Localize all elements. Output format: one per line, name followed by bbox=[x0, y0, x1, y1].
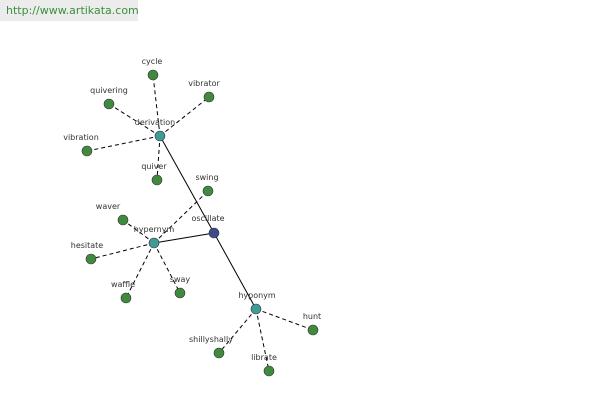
word-node bbox=[213, 347, 225, 359]
relation-edge bbox=[153, 232, 215, 244]
word-node bbox=[307, 324, 319, 336]
root-node bbox=[208, 227, 220, 239]
word-node bbox=[263, 365, 275, 377]
relation-node bbox=[148, 237, 160, 249]
word-edge bbox=[159, 96, 210, 137]
node-label[interactable]: vibration bbox=[63, 133, 99, 142]
node-label[interactable]: quivering bbox=[90, 86, 128, 95]
node-label[interactable]: waffle bbox=[111, 280, 135, 289]
word-edge bbox=[153, 190, 209, 244]
node-label[interactable]: oscillate bbox=[191, 214, 224, 223]
node-label[interactable]: sway bbox=[170, 275, 191, 284]
node-label[interactable]: hesitate bbox=[71, 241, 104, 250]
node-label[interactable]: hunt bbox=[303, 312, 321, 321]
node-label[interactable]: quiver bbox=[141, 162, 167, 171]
node-label[interactable]: cycle bbox=[142, 57, 163, 66]
node-label[interactable]: swing bbox=[195, 173, 218, 182]
node-label[interactable]: derivation bbox=[135, 118, 175, 127]
word-edge bbox=[90, 242, 155, 260]
word-edge bbox=[152, 74, 161, 137]
word-edge bbox=[156, 135, 161, 181]
node-label[interactable]: shillyshally bbox=[189, 335, 233, 344]
word-node bbox=[81, 145, 93, 157]
word-edge bbox=[218, 308, 257, 354]
word-edge bbox=[125, 242, 155, 299]
word-node bbox=[85, 253, 97, 265]
word-edge bbox=[86, 135, 161, 152]
node-label[interactable]: librate bbox=[251, 353, 277, 362]
node-label[interactable]: vibrator bbox=[188, 79, 220, 88]
relation-node bbox=[154, 130, 166, 142]
word-edge bbox=[255, 308, 270, 372]
word-edge bbox=[153, 242, 181, 294]
relation-edge bbox=[159, 135, 215, 234]
word-node bbox=[103, 98, 115, 110]
relation-node bbox=[250, 303, 262, 315]
word-edge bbox=[108, 103, 161, 137]
word-node bbox=[147, 69, 159, 81]
relation-edge bbox=[213, 232, 257, 310]
word-edge bbox=[255, 308, 314, 331]
node-label[interactable]: waver bbox=[96, 202, 121, 211]
word-node bbox=[202, 185, 214, 197]
word-node bbox=[117, 214, 129, 226]
word-node bbox=[151, 174, 163, 186]
site-url[interactable]: http://www.artikata.com bbox=[0, 0, 139, 21]
node-label[interactable]: hypernym bbox=[134, 225, 175, 234]
word-node bbox=[120, 292, 132, 304]
word-node bbox=[203, 91, 215, 103]
word-node bbox=[174, 287, 186, 299]
node-label[interactable]: hyponym bbox=[238, 291, 276, 300]
